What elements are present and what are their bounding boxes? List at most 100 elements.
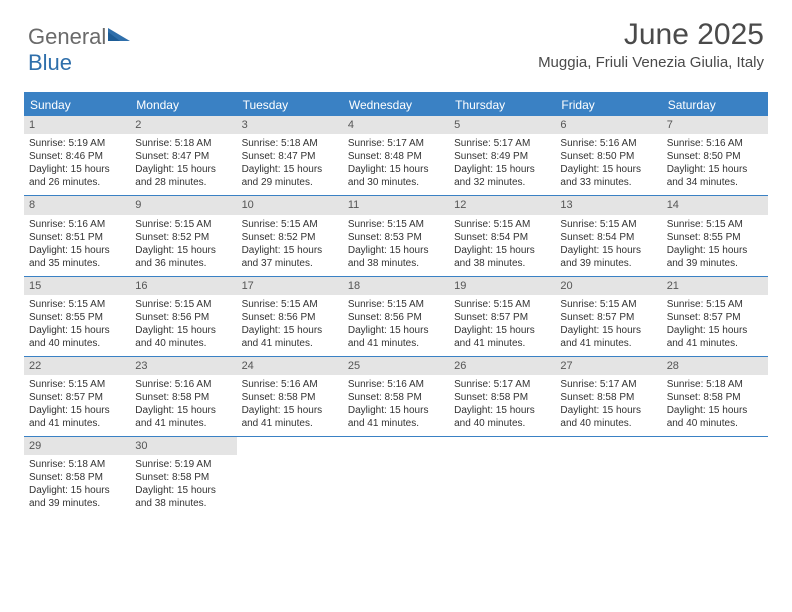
sunrise-line: Sunrise: 5:15 AM xyxy=(242,298,338,311)
day-cell: 21Sunrise: 5:15 AMSunset: 8:57 PMDayligh… xyxy=(662,277,768,356)
daylight-line: Daylight: 15 hours and 30 minutes. xyxy=(348,163,444,189)
day-number: 28 xyxy=(662,357,768,375)
weekday-header: Monday xyxy=(130,94,236,116)
day-number: 3 xyxy=(237,116,343,134)
sunrise-line: Sunrise: 5:16 AM xyxy=(135,378,231,391)
sunrise-line: Sunrise: 5:17 AM xyxy=(454,137,550,150)
daylight-line: Daylight: 15 hours and 40 minutes. xyxy=(135,324,231,350)
day-number: 20 xyxy=(555,277,661,295)
daylight-line: Daylight: 15 hours and 39 minutes. xyxy=(29,484,125,510)
day-cell: 22Sunrise: 5:15 AMSunset: 8:57 PMDayligh… xyxy=(24,357,130,436)
weekday-header: Thursday xyxy=(449,94,555,116)
sunrise-line: Sunrise: 5:15 AM xyxy=(667,298,763,311)
day-cell: 24Sunrise: 5:16 AMSunset: 8:58 PMDayligh… xyxy=(237,357,343,436)
day-number: 17 xyxy=(237,277,343,295)
sunset-line: Sunset: 8:48 PM xyxy=(348,150,444,163)
day-cell: 28 Sunrise: 5:18 AMSunset: 8:58 PMDayligh… xyxy=(662,357,768,436)
day-cell: 15 Sunrise: 5:15 AMSunset: 8:55 PMDayligh… xyxy=(24,277,130,356)
sunrise-line: Sunrise: 5:15 AM xyxy=(135,218,231,231)
sunrise-line: Sunrise: 5:16 AM xyxy=(667,137,763,150)
logo: GeneralBlue xyxy=(28,24,132,76)
daylight-line: Daylight: 15 hours and 41 minutes. xyxy=(242,404,338,430)
day-number: 9 xyxy=(130,196,236,214)
day-number: 27 xyxy=(555,357,661,375)
daylight-line: Daylight: 15 hours and 41 minutes. xyxy=(29,404,125,430)
day-cell: 11Sunrise: 5:15 AMSunset: 8:53 PMDayligh… xyxy=(343,196,449,275)
weekday-header: Sunday xyxy=(24,94,130,116)
weekday-header-row: SundayMondayTuesdayWednesdayThursdayFrid… xyxy=(24,94,768,116)
title-block: June 2025 Muggia, Friuli Venezia Giulia,… xyxy=(538,18,764,71)
day-number: 10 xyxy=(237,196,343,214)
day-cell: 26Sunrise: 5:17 AMSunset: 8:58 PMDayligh… xyxy=(449,357,555,436)
day-number: 13 xyxy=(555,196,661,214)
sunrise-line: Sunrise: 5:18 AM xyxy=(667,378,763,391)
sunrise-line: Sunrise: 5:15 AM xyxy=(29,298,125,311)
sunrise-line: Sunrise: 5:15 AM xyxy=(348,218,444,231)
logo-text-blue: Blue xyxy=(28,50,72,75)
weekday-header: Wednesday xyxy=(343,94,449,116)
page-title: June 2025 xyxy=(538,18,764,52)
sunrise-line: Sunrise: 5:18 AM xyxy=(242,137,338,150)
sunrise-line: Sunrise: 5:16 AM xyxy=(29,218,125,231)
sunset-line: Sunset: 8:58 PM xyxy=(29,471,125,484)
day-cell: 27Sunrise: 5:17 AMSunset: 8:58 PMDayligh… xyxy=(555,357,661,436)
sunrise-line: Sunrise: 5:19 AM xyxy=(135,458,231,471)
day-cell: 8Sunrise: 5:16 AMSunset: 8:51 PMDaylight… xyxy=(24,196,130,275)
daylight-line: Daylight: 15 hours and 41 minutes. xyxy=(348,404,444,430)
day-cell: 14Sunrise: 5:15 AMSunset: 8:55 PMDayligh… xyxy=(662,196,768,275)
calendar-week: 22Sunrise: 5:15 AMSunset: 8:57 PMDayligh… xyxy=(24,357,768,437)
day-number: 18 xyxy=(343,277,449,295)
daylight-line: Daylight: 15 hours and 41 minutes. xyxy=(454,324,550,350)
sunset-line: Sunset: 8:54 PM xyxy=(454,231,550,244)
day-number: 15 xyxy=(24,277,130,295)
day-cell: 3 Sunrise: 5:18 AMSunset: 8:47 PMDaylight… xyxy=(237,116,343,195)
daylight-line: Daylight: 15 hours and 40 minutes. xyxy=(29,324,125,350)
daylight-line: Daylight: 15 hours and 41 minutes. xyxy=(348,324,444,350)
sunset-line: Sunset: 8:56 PM xyxy=(348,311,444,324)
day-number: 1 xyxy=(24,116,130,134)
location-text: Muggia, Friuli Venezia Giulia, Italy xyxy=(538,54,764,71)
sunrise-line: Sunrise: 5:15 AM xyxy=(454,218,550,231)
daylight-line: Daylight: 15 hours and 38 minutes. xyxy=(135,484,231,510)
day-cell: 19Sunrise: 5:15 AMSunset: 8:57 PMDayligh… xyxy=(449,277,555,356)
sunset-line: Sunset: 8:55 PM xyxy=(667,231,763,244)
sunrise-line: Sunrise: 5:15 AM xyxy=(560,218,656,231)
daylight-line: Daylight: 15 hours and 35 minutes. xyxy=(29,244,125,270)
sunset-line: Sunset: 8:57 PM xyxy=(454,311,550,324)
sunset-line: Sunset: 8:46 PM xyxy=(29,150,125,163)
day-number: 29 xyxy=(24,437,130,455)
daylight-line: Daylight: 15 hours and 38 minutes. xyxy=(454,244,550,270)
sunset-line: Sunset: 8:49 PM xyxy=(454,150,550,163)
daylight-line: Daylight: 15 hours and 40 minutes. xyxy=(560,404,656,430)
daylight-line: Daylight: 15 hours and 40 minutes. xyxy=(667,404,763,430)
sunrise-line: Sunrise: 5:15 AM xyxy=(454,298,550,311)
sunset-line: Sunset: 8:53 PM xyxy=(348,231,444,244)
sunset-line: Sunset: 8:55 PM xyxy=(29,311,125,324)
day-cell: 2Sunrise: 5:18 AMSunset: 8:47 PMDaylight… xyxy=(130,116,236,195)
day-number: 21 xyxy=(662,277,768,295)
day-number: 2 xyxy=(130,116,236,134)
day-number: 11 xyxy=(343,196,449,214)
daylight-line: Daylight: 15 hours and 29 minutes. xyxy=(242,163,338,189)
sunset-line: Sunset: 8:58 PM xyxy=(135,471,231,484)
day-number: 22 xyxy=(24,357,130,375)
daylight-line: Daylight: 15 hours and 34 minutes. xyxy=(667,163,763,189)
daylight-line: Daylight: 15 hours and 26 minutes. xyxy=(29,163,125,189)
sunrise-line: Sunrise: 5:16 AM xyxy=(242,378,338,391)
day-number: 23 xyxy=(130,357,236,375)
sunset-line: Sunset: 8:58 PM xyxy=(667,391,763,404)
daylight-line: Daylight: 15 hours and 28 minutes. xyxy=(135,163,231,189)
logo-flag-icon xyxy=(108,26,132,47)
sunset-line: Sunset: 8:54 PM xyxy=(560,231,656,244)
daylight-line: Daylight: 15 hours and 39 minutes. xyxy=(560,244,656,270)
sunset-line: Sunset: 8:47 PM xyxy=(242,150,338,163)
day-number: 14 xyxy=(662,196,768,214)
sunrise-line: Sunrise: 5:15 AM xyxy=(242,218,338,231)
day-cell: 7Sunrise: 5:16 AMSunset: 8:50 PMDaylight… xyxy=(662,116,768,195)
daylight-line: Daylight: 15 hours and 37 minutes. xyxy=(242,244,338,270)
calendar-week: 29Sunrise: 5:18 AMSunset: 8:58 PMDayligh… xyxy=(24,437,768,516)
daylight-line: Daylight: 15 hours and 36 minutes. xyxy=(135,244,231,270)
day-cell: 4Sunrise: 5:17 AMSunset: 8:48 PMDaylight… xyxy=(343,116,449,195)
sunset-line: Sunset: 8:57 PM xyxy=(667,311,763,324)
daylight-line: Daylight: 15 hours and 41 minutes. xyxy=(560,324,656,350)
